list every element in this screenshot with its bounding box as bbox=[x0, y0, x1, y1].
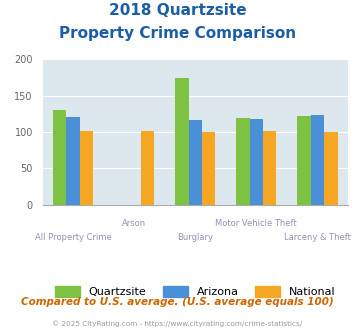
Bar bbox=[202, 132, 215, 205]
Text: Arson: Arson bbox=[122, 219, 146, 228]
Bar bbox=[189, 120, 202, 205]
Text: Burglary: Burglary bbox=[177, 233, 213, 242]
Bar bbox=[141, 131, 154, 205]
Bar bbox=[263, 131, 277, 205]
Text: Property Crime Comparison: Property Crime Comparison bbox=[59, 26, 296, 41]
Bar bbox=[175, 78, 189, 205]
Text: 2018 Quartzsite: 2018 Quartzsite bbox=[109, 3, 246, 18]
Bar bbox=[53, 110, 66, 205]
Text: Larceny & Theft: Larceny & Theft bbox=[284, 233, 351, 242]
Bar bbox=[250, 119, 263, 205]
Bar bbox=[311, 115, 324, 205]
Text: Motor Vehicle Theft: Motor Vehicle Theft bbox=[215, 219, 297, 228]
Text: Compared to U.S. average. (U.S. average equals 100): Compared to U.S. average. (U.S. average … bbox=[21, 297, 334, 307]
Text: All Property Crime: All Property Crime bbox=[35, 233, 111, 242]
Text: © 2025 CityRating.com - https://www.cityrating.com/crime-statistics/: © 2025 CityRating.com - https://www.city… bbox=[53, 320, 302, 327]
Bar bbox=[80, 131, 93, 205]
Bar bbox=[236, 118, 250, 205]
Legend: Quartzsite, Arizona, National: Quartzsite, Arizona, National bbox=[55, 286, 335, 297]
Bar bbox=[324, 132, 338, 205]
Bar bbox=[297, 116, 311, 205]
Bar bbox=[66, 117, 80, 205]
